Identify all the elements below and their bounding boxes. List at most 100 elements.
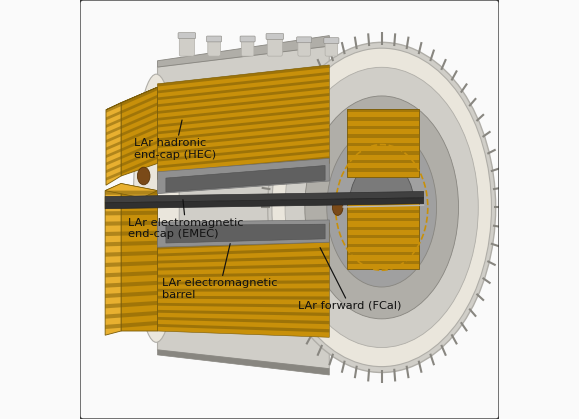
Ellipse shape (305, 96, 459, 319)
FancyBboxPatch shape (241, 39, 254, 56)
Polygon shape (157, 324, 329, 332)
Polygon shape (106, 87, 157, 110)
Polygon shape (121, 87, 157, 176)
Polygon shape (105, 184, 157, 198)
FancyBboxPatch shape (178, 33, 196, 39)
Polygon shape (105, 231, 157, 236)
FancyBboxPatch shape (296, 37, 312, 43)
Polygon shape (166, 224, 325, 243)
Polygon shape (106, 133, 157, 158)
Polygon shape (157, 310, 329, 316)
Polygon shape (347, 227, 419, 230)
Polygon shape (157, 239, 329, 249)
Polygon shape (157, 72, 329, 93)
Text: LAr forward (FCal): LAr forward (FCal) (298, 248, 401, 311)
Ellipse shape (133, 74, 179, 342)
Polygon shape (157, 350, 329, 375)
Ellipse shape (272, 48, 492, 367)
Polygon shape (347, 109, 419, 112)
Polygon shape (157, 65, 329, 87)
Polygon shape (157, 128, 329, 148)
Polygon shape (347, 160, 419, 163)
Polygon shape (347, 168, 419, 171)
FancyBboxPatch shape (266, 34, 284, 39)
Polygon shape (105, 221, 157, 226)
Polygon shape (157, 220, 329, 247)
Polygon shape (347, 210, 419, 213)
Polygon shape (157, 100, 329, 121)
Polygon shape (106, 95, 157, 120)
Polygon shape (157, 264, 329, 271)
Polygon shape (105, 301, 157, 308)
FancyBboxPatch shape (240, 36, 255, 42)
Polygon shape (157, 149, 329, 168)
Polygon shape (166, 166, 325, 192)
Polygon shape (347, 117, 419, 121)
Polygon shape (347, 201, 419, 204)
FancyBboxPatch shape (208, 39, 221, 56)
Polygon shape (157, 79, 329, 100)
Polygon shape (347, 252, 419, 255)
Polygon shape (347, 218, 419, 221)
Polygon shape (106, 148, 157, 173)
Polygon shape (157, 135, 329, 155)
Polygon shape (105, 311, 157, 319)
Polygon shape (106, 103, 121, 185)
Ellipse shape (349, 160, 415, 255)
Polygon shape (157, 223, 329, 235)
Polygon shape (157, 158, 329, 194)
Polygon shape (157, 114, 329, 134)
Polygon shape (105, 251, 157, 257)
Polygon shape (105, 281, 157, 288)
FancyBboxPatch shape (324, 38, 339, 44)
Polygon shape (347, 151, 419, 155)
FancyBboxPatch shape (179, 36, 195, 56)
Polygon shape (157, 65, 329, 179)
Polygon shape (347, 109, 419, 177)
FancyBboxPatch shape (207, 36, 222, 42)
Polygon shape (157, 107, 329, 127)
Polygon shape (106, 156, 157, 181)
Polygon shape (106, 125, 157, 150)
Polygon shape (157, 156, 329, 175)
Polygon shape (106, 102, 157, 128)
Polygon shape (157, 86, 329, 107)
Polygon shape (347, 243, 419, 247)
FancyBboxPatch shape (325, 41, 338, 56)
Polygon shape (347, 235, 419, 238)
Polygon shape (157, 272, 329, 277)
FancyBboxPatch shape (298, 40, 310, 56)
Polygon shape (106, 87, 157, 113)
Polygon shape (105, 191, 157, 195)
Polygon shape (105, 241, 157, 246)
Polygon shape (347, 201, 419, 269)
Ellipse shape (267, 42, 496, 372)
Polygon shape (121, 184, 157, 331)
Polygon shape (106, 118, 157, 143)
Polygon shape (105, 271, 157, 277)
Polygon shape (157, 36, 329, 67)
Polygon shape (105, 198, 424, 209)
Ellipse shape (137, 167, 150, 185)
Polygon shape (105, 261, 157, 267)
Text: LAr hadronic
end-cap (HEC): LAr hadronic end-cap (HEC) (134, 120, 217, 160)
Polygon shape (347, 126, 419, 129)
Polygon shape (105, 211, 157, 215)
Polygon shape (157, 223, 329, 337)
Text: LAr electromagnetic
barrel: LAr electromagnetic barrel (162, 243, 277, 300)
Ellipse shape (332, 199, 343, 215)
Polygon shape (157, 256, 329, 264)
Polygon shape (105, 201, 157, 205)
Polygon shape (157, 288, 329, 292)
Polygon shape (105, 321, 157, 329)
FancyBboxPatch shape (267, 37, 283, 56)
Polygon shape (106, 140, 157, 166)
Polygon shape (106, 110, 157, 135)
Polygon shape (347, 143, 419, 146)
Polygon shape (105, 184, 121, 335)
Polygon shape (347, 134, 419, 137)
Polygon shape (157, 303, 329, 308)
Polygon shape (105, 191, 424, 203)
Polygon shape (157, 121, 329, 141)
Polygon shape (347, 261, 419, 264)
